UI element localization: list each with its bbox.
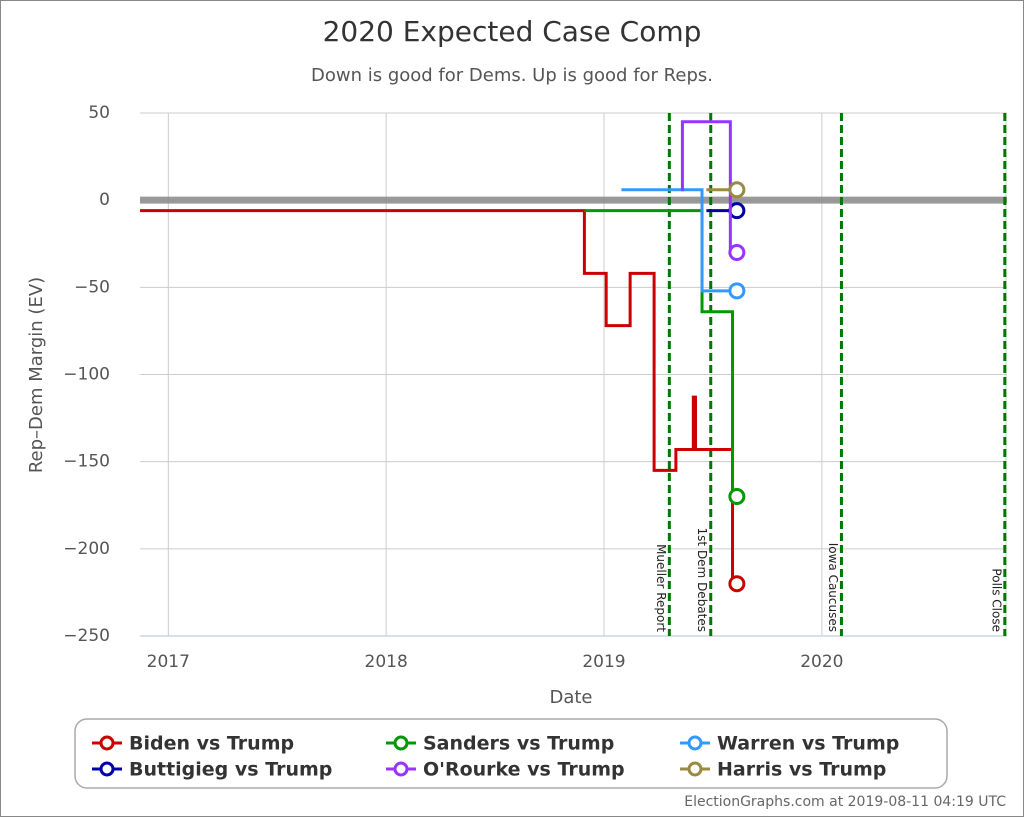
chart-subtitle: Down is good for Dems. Up is good for Re… <box>311 65 713 86</box>
end-marker <box>728 575 746 593</box>
y-tick-label: −150 <box>63 452 110 472</box>
legend-label: Warren vs Trump <box>717 733 899 755</box>
end-marker <box>728 282 746 300</box>
y-tick-label: −100 <box>63 365 110 385</box>
legend-label: O'Rourke vs Trump <box>423 759 625 781</box>
legend-box <box>74 718 948 789</box>
y-tick-label: 50 <box>88 103 110 123</box>
end-marker <box>728 202 746 220</box>
end-marker <box>728 488 746 506</box>
event-label: Iowa Caucuses <box>826 543 840 632</box>
x-tick-label: 2018 <box>365 652 408 672</box>
legend-marker <box>687 735 703 751</box>
legend-marker <box>99 735 115 751</box>
event-label: Mueller Report <box>654 544 668 632</box>
series-line <box>621 188 737 293</box>
event-label: Polls Close <box>989 568 1003 632</box>
credit: ElectionGraphs.com at 2019-08-11 04:19 U… <box>684 794 1006 810</box>
legend-marker <box>687 761 703 777</box>
end-marker <box>728 243 746 261</box>
legend-label: Harris vs Trump <box>717 759 886 781</box>
legend-marker <box>99 761 115 777</box>
legend-label: Sanders vs Trump <box>423 733 614 755</box>
legend-marker <box>393 735 409 751</box>
x-tick-label: 2017 <box>147 652 190 672</box>
legend-marker <box>393 761 409 777</box>
y-tick-label: −250 <box>63 626 110 646</box>
y-tick-label: −50 <box>74 277 110 297</box>
chart-title: 2020 Expected Case Comp <box>323 15 702 48</box>
x-tick-label: 2019 <box>582 652 625 672</box>
y-axis-label: Rep–Dem Margin (EV) <box>26 277 47 473</box>
y-tick-label: 0 <box>99 190 110 210</box>
x-tick-label: 2020 <box>800 652 843 672</box>
y-tick-label: −200 <box>63 539 110 559</box>
x-axis-label: Date <box>549 687 592 708</box>
series-line <box>140 209 737 586</box>
event-label: 1st Dem Debates <box>695 528 709 632</box>
end-marker <box>728 181 746 199</box>
legend-label: Buttigieg vs Trump <box>129 759 332 781</box>
legend-label: Biden vs Trump <box>129 733 294 755</box>
